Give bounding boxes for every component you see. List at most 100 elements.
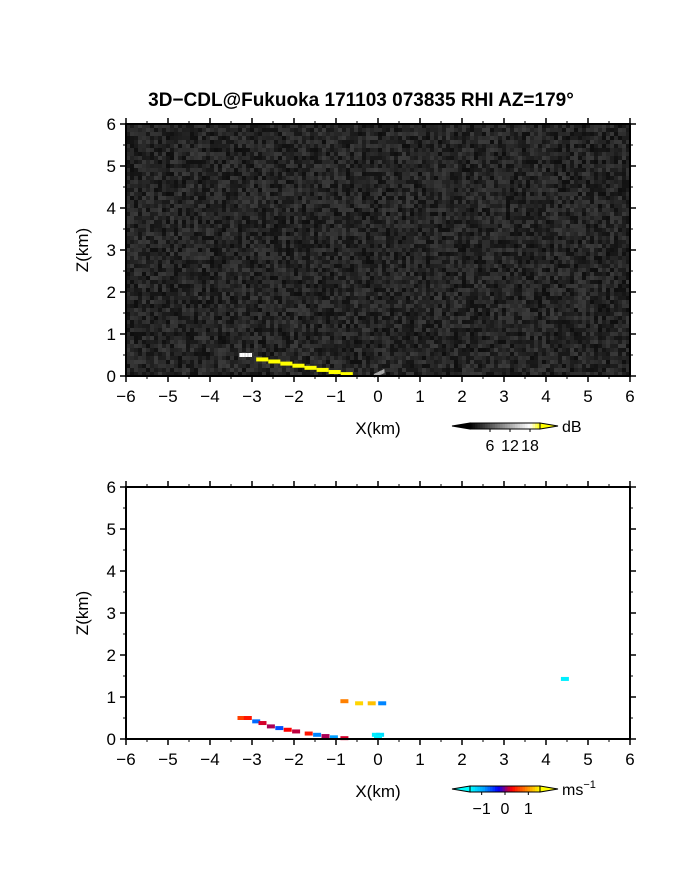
noise-cell [146,192,150,196]
noise-cell [338,168,342,172]
noise-cell [282,164,286,168]
noise-cell [474,248,478,252]
noise-cell [306,204,310,208]
noise-cell [230,252,234,256]
noise-cell [470,172,474,176]
noise-cell [590,160,594,164]
noise-cell [418,280,422,284]
noise-cell [398,136,402,140]
noise-cell [438,212,442,216]
noise-cell [482,180,486,184]
noise-cell [382,212,386,216]
noise-cell [422,168,426,172]
noise-cell [190,192,194,196]
noise-cell [330,140,334,144]
noise-cell [510,124,514,128]
noise-cell [390,124,394,128]
noise-cell [346,188,350,192]
noise-cell [170,132,174,136]
noise-cell [366,168,370,172]
noise-cell [618,160,622,164]
noise-cell [326,140,330,144]
noise-cell [342,228,346,232]
noise-cell [418,256,422,260]
noise-cell [370,176,374,180]
noise-cell [186,184,190,188]
noise-cell [478,276,482,280]
noise-cell [454,216,458,220]
noise-cell [398,256,402,260]
noise-cell [206,176,210,180]
noise-cell [350,176,354,180]
noise-cell [154,192,158,196]
noise-cell [246,200,250,204]
noise-cell [526,172,530,176]
noise-cell [126,152,130,156]
noise-cell [158,192,162,196]
noise-cell [450,168,454,172]
noise-cell [510,156,514,160]
noise-cell [546,204,550,208]
noise-cell [222,128,226,132]
noise-cell [562,212,566,216]
noise-cell [242,232,246,236]
noise-cell [250,172,254,176]
noise-cell [434,252,438,256]
noise-cell [386,132,390,136]
noise-cell [154,276,158,280]
noise-cell [566,148,570,152]
noise-cell [286,280,290,284]
noise-cell [134,168,138,172]
noise-cell [454,176,458,180]
noise-cell [550,164,554,168]
noise-cell [274,264,278,268]
noise-cell [546,136,550,140]
noise-cell [242,188,246,192]
noise-cell [342,136,346,140]
noise-cell [298,132,302,136]
noise-cell [246,176,250,180]
noise-cell [374,160,378,164]
noise-cell [274,156,278,160]
noise-cell [466,232,470,236]
noise-cell [394,244,398,248]
noise-cell [274,224,278,228]
noise-cell [430,232,434,236]
noise-cell [590,216,594,220]
noise-cell [410,144,414,148]
noise-cell [622,160,626,164]
noise-cell [526,264,530,268]
noise-cell [534,128,538,132]
noise-cell [446,200,450,204]
noise-cell [282,200,286,204]
noise-cell [334,176,338,180]
noise-cell [242,204,246,208]
noise-cell [506,160,510,164]
noise-cell [314,176,318,180]
noise-cell [598,248,602,252]
noise-cell [270,132,274,136]
noise-cell [318,164,322,168]
noise-cell [198,244,202,248]
noise-cell [262,192,266,196]
noise-cell [330,200,334,204]
noise-cell [422,136,426,140]
noise-cell [214,228,218,232]
noise-cell [502,208,506,212]
noise-cell [186,196,190,200]
noise-cell [410,148,414,152]
noise-cell [158,268,162,272]
noise-cell [466,216,470,220]
noise-cell [338,160,342,164]
noise-cell [578,276,582,280]
noise-cell [242,208,246,212]
noise-cell [450,208,454,212]
noise-cell [574,212,578,216]
noise-cell [546,164,550,168]
noise-cell [322,172,326,176]
noise-cell [378,136,382,140]
noise-cell [422,220,426,224]
noise-cell [142,244,146,248]
noise-cell [574,236,578,240]
noise-cell [254,224,258,228]
